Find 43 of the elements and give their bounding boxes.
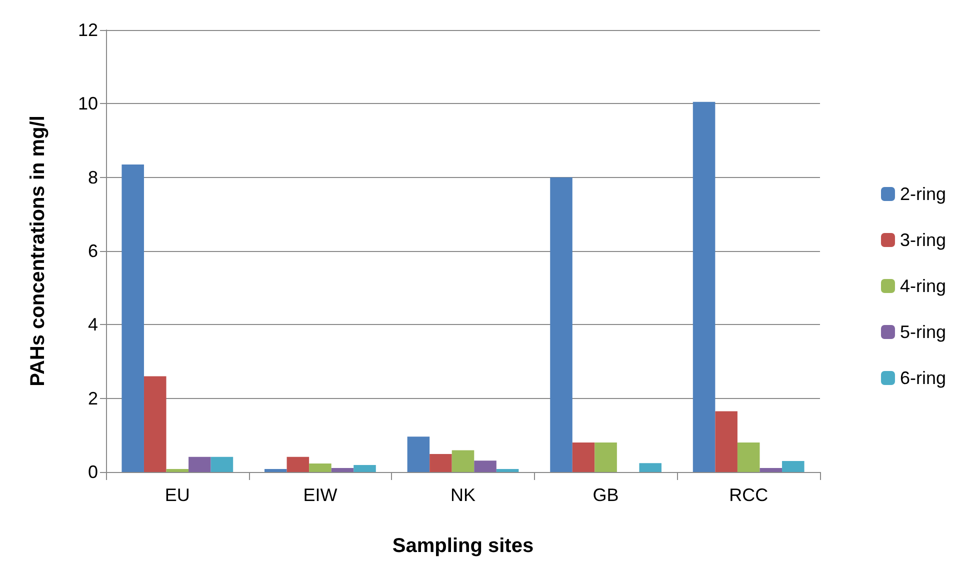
bar xyxy=(760,468,782,472)
bar xyxy=(166,469,189,472)
bar xyxy=(452,450,474,472)
y-axis-title: PAHs concentrations in mg/l xyxy=(27,116,49,386)
y-tick-label: 8 xyxy=(88,167,98,188)
x-axis-title: Sampling sites xyxy=(392,535,534,557)
bar xyxy=(188,456,211,472)
bar xyxy=(737,442,760,472)
bar xyxy=(286,456,310,472)
x-tick-label: NK xyxy=(450,485,476,505)
bar xyxy=(639,463,662,472)
bar xyxy=(144,376,166,472)
x-tick-label: RCC xyxy=(729,485,768,505)
bar xyxy=(354,465,376,472)
y-tick-label: 4 xyxy=(88,314,98,335)
y-tick-label: 6 xyxy=(88,241,98,261)
legend-label: 4-ring xyxy=(900,276,946,296)
y-tick-label: 12 xyxy=(78,20,98,40)
bar xyxy=(430,454,452,472)
y-tick-label: 0 xyxy=(88,462,98,482)
bar xyxy=(474,460,496,472)
x-tick-label: EIW xyxy=(303,485,338,505)
legend-label: 3-ring xyxy=(900,230,946,250)
bar xyxy=(122,164,144,472)
bar xyxy=(496,469,519,472)
x-tick-label: EU xyxy=(164,485,190,505)
bar xyxy=(210,456,234,472)
legend-label: 5-ring xyxy=(900,322,946,342)
bar xyxy=(692,102,716,472)
legend-label: 2-ring xyxy=(900,184,946,204)
bar xyxy=(715,411,738,472)
y-tick-label: 2 xyxy=(88,388,98,408)
bar xyxy=(309,464,332,472)
x-tick-label: GB xyxy=(592,485,619,505)
bar xyxy=(264,469,287,472)
bar xyxy=(594,442,617,472)
bar xyxy=(782,460,804,472)
bar xyxy=(572,442,595,472)
bar xyxy=(550,177,572,472)
bar xyxy=(407,436,430,472)
y-tick-label: 10 xyxy=(78,94,98,114)
legend-label: 6-ring xyxy=(900,368,946,388)
bar xyxy=(331,468,354,472)
